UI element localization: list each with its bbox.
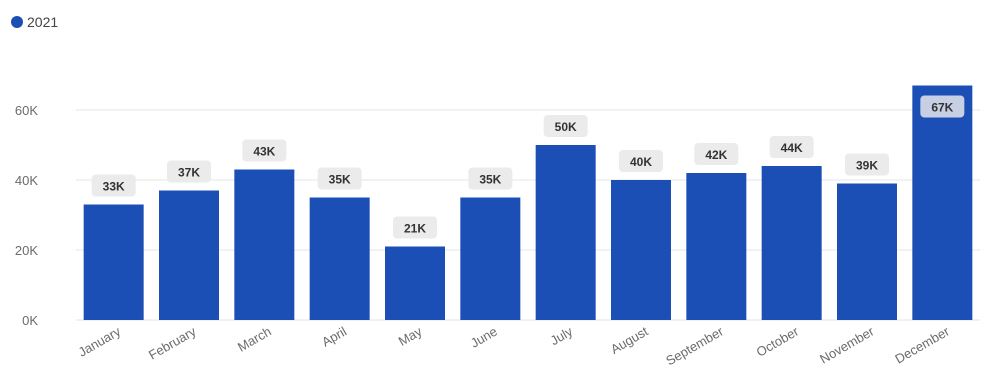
data-label: 35K [317, 167, 362, 190]
data-label-background [393, 216, 437, 239]
data-labels: 33K 37K 43K 35K 21K 35K 50K 40K 42K 44K 39K 67K [91, 95, 965, 239]
data-label-text: 35K [329, 173, 351, 187]
y-tick-label: 20K [15, 243, 38, 258]
bar[interactable] [385, 246, 445, 321]
legend[interactable]: 2021 [11, 14, 58, 30]
data-label-background [845, 153, 889, 176]
y-tick-label: 40K [15, 173, 38, 188]
data-label-text: 67K [931, 101, 953, 115]
data-label: 39K [845, 153, 889, 176]
bar[interactable] [535, 145, 596, 320]
x-tick-label: April [319, 324, 349, 350]
data-label: 50K [543, 115, 588, 137]
data-label: 33K [91, 174, 136, 197]
data-label-text: 40K [630, 155, 652, 169]
data-label-text: 37K [178, 166, 200, 180]
data-label-background [167, 160, 211, 183]
legend-label: 2021 [27, 14, 58, 30]
bars [83, 85, 973, 321]
data-label-text: 43K [253, 145, 275, 159]
x-tick-label: September [663, 323, 726, 368]
data-label-text: 44K [781, 141, 803, 155]
data-label-background [619, 150, 663, 172]
data-label-text: 33K [103, 180, 125, 194]
data-label-text: 35K [479, 173, 501, 187]
bar[interactable] [912, 85, 973, 321]
x-axis: January February March April May June July Augu… [76, 323, 953, 368]
x-tick-label: June [468, 324, 500, 351]
data-label: 67K [920, 95, 965, 118]
bar[interactable] [686, 173, 747, 320]
data-label-background [543, 115, 588, 137]
legend-marker [11, 16, 23, 28]
x-tick-label: October [754, 323, 802, 359]
data-label-background [91, 174, 136, 197]
bar[interactable] [761, 166, 822, 320]
data-label-background [468, 167, 513, 190]
bar[interactable] [83, 204, 144, 321]
y-axis: 0K 20K 40K 60K [15, 103, 38, 328]
y-tick-label: 60K [15, 103, 38, 118]
data-label-background [920, 95, 965, 118]
data-label: 37K [167, 160, 211, 183]
data-label: 35K [468, 167, 513, 190]
bar[interactable] [159, 190, 219, 321]
x-tick-label: December [892, 323, 952, 366]
bar[interactable] [460, 197, 521, 321]
data-label: 44K [769, 136, 814, 158]
data-label-text: 39K [856, 159, 878, 173]
data-label-text: 42K [705, 148, 727, 162]
gridlines [76, 109, 980, 321]
data-label-background [769, 136, 814, 158]
data-label-background [242, 139, 287, 162]
data-label-background [694, 143, 739, 165]
x-tick-label: July [548, 323, 576, 348]
data-label-background [317, 167, 362, 190]
x-tick-label: January [76, 323, 124, 359]
bar[interactable] [837, 183, 897, 321]
data-label: 43K [242, 139, 287, 162]
data-label-text: 50K [555, 120, 577, 134]
bar[interactable] [234, 169, 295, 321]
data-label: 40K [619, 150, 663, 172]
data-label: 21K [393, 216, 437, 239]
x-tick-label: November [817, 323, 877, 366]
bar[interactable] [611, 180, 671, 320]
data-label: 42K [694, 143, 739, 165]
x-tick-label: May [396, 323, 425, 349]
x-tick-label: March [235, 324, 274, 355]
y-tick-label: 0K [22, 313, 38, 328]
bar[interactable] [309, 197, 370, 321]
data-label-text: 21K [404, 222, 426, 236]
x-tick-label: February [146, 323, 199, 362]
x-tick-label: August [608, 323, 651, 356]
